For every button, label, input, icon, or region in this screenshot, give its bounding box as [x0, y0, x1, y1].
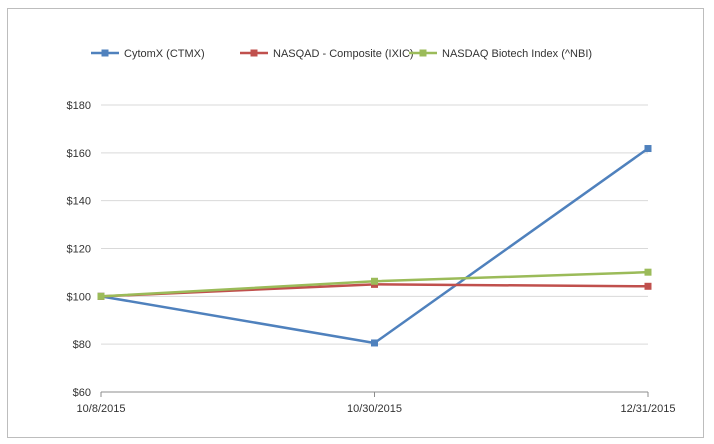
- legend-item-3: NASDAQ Biotech Index (^NBI): [409, 48, 592, 60]
- x-tick-label: 10/8/2015: [77, 403, 126, 415]
- data-point: [644, 145, 652, 153]
- y-tick-label: $100: [67, 291, 91, 303]
- legend-label: NASQAD - Composite (IXIC): [273, 48, 414, 60]
- y-tick-label: $80: [73, 339, 91, 351]
- gridlines: [101, 104, 648, 393]
- y-tick-label: $160: [67, 148, 91, 160]
- legend-swatch-marker: [250, 49, 258, 57]
- axes: $60 $80 $100 $120 $140 $160 $180 10/8/2015 10/30…: [67, 100, 676, 415]
- data-point: [371, 339, 378, 347]
- legend-item-1: CytomX (CTMX): [91, 48, 205, 60]
- legend-label: CytomX (CTMX): [124, 48, 205, 60]
- series-lines: [97, 145, 652, 347]
- legend-item-2: NASQAD - Composite (IXIC): [240, 48, 414, 60]
- data-point: [371, 277, 378, 285]
- y-tick-label: $120: [67, 244, 91, 256]
- x-tick-label: 10/30/2015: [347, 403, 402, 415]
- line-chart: $60 $80 $100 $120 $140 $160 $180 10/8/2015 10/30…: [67, 48, 676, 415]
- y-tick-label: $180: [67, 100, 91, 112]
- x-tick-label: 12/31/2015: [620, 403, 675, 415]
- y-tick-label: $140: [67, 196, 91, 208]
- y-tick-label: $60: [73, 387, 91, 399]
- legend-swatch-marker: [101, 49, 109, 57]
- legend: CytomX (CTMX) NASQAD - Composite (IXIC) NA…: [91, 48, 592, 60]
- data-point: [644, 282, 652, 290]
- chart-frame: $60 $80 $100 $120 $140 $160 $180 10/8/2015 10/30…: [7, 8, 704, 438]
- series-line-1: [100, 147, 649, 345]
- legend-swatch-marker: [419, 49, 427, 57]
- data-point: [644, 268, 652, 276]
- legend-label: NASDAQ Biotech Index (^NBI): [442, 48, 592, 60]
- data-point: [97, 292, 105, 300]
